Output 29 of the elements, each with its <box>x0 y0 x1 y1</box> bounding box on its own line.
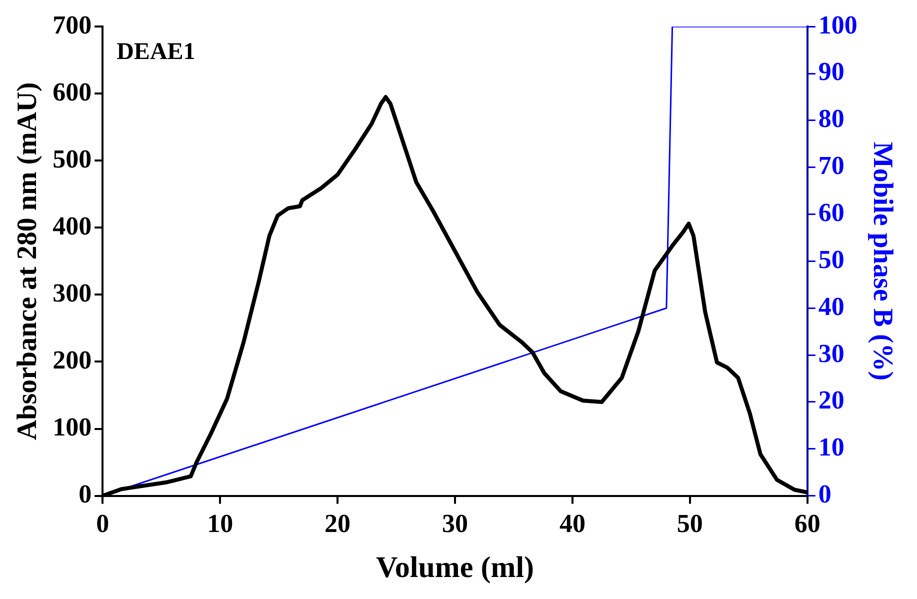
x-tick-label: 20 <box>324 509 351 538</box>
y2-tick-label: 0 <box>818 480 832 509</box>
y-tick-label: 300 <box>52 278 92 308</box>
y2-tick-label: 40 <box>818 292 844 321</box>
y2-tick-label: 60 <box>818 198 844 227</box>
y-tick-label: 200 <box>52 345 92 374</box>
y2-tick-label: 30 <box>818 338 844 368</box>
y2-tick-label: 50 <box>818 244 844 274</box>
x-tick-label: 30 <box>442 509 468 538</box>
x-tick-label: 50 <box>676 509 703 538</box>
x-axis-title: Volume (ml) <box>376 550 534 584</box>
x-tick-label: 10 <box>207 509 234 538</box>
y-axis-title: Absorbance at 280 nm (mAU) <box>12 82 44 440</box>
y2-tick-label: 10 <box>818 432 844 462</box>
annotation: DEAE1 <box>116 38 196 65</box>
x-tick-label: 60 <box>794 509 820 538</box>
y-tick-label: 0 <box>78 480 92 509</box>
y-tick-label: 600 <box>52 77 92 106</box>
y2-tick-label: 100 <box>818 10 858 40</box>
y-tick-label: 400 <box>52 211 92 240</box>
y-tick-label: 700 <box>52 10 92 40</box>
y2-tick-label: 90 <box>818 57 844 86</box>
y-tick-label: 100 <box>52 412 92 442</box>
y2-axis-title: Mobile phase B (%) <box>866 142 898 381</box>
y2-tick-label: 20 <box>818 386 844 415</box>
y2-tick-label: 70 <box>818 151 844 180</box>
y-tick-label: 500 <box>52 144 92 174</box>
x-tick-label: 40 <box>559 509 586 538</box>
y2-tick-label: 80 <box>818 104 844 134</box>
